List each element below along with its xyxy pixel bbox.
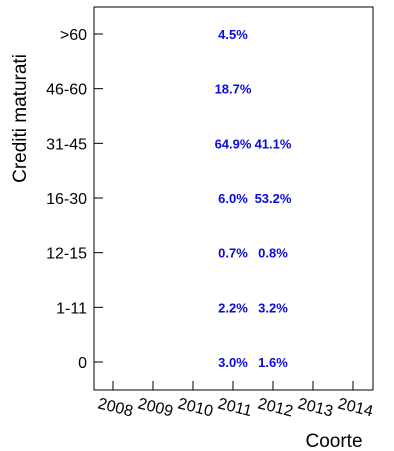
- data-labels: 4.5% 18.7% 64.9% 41.1% 6.0% 53.2% 0.7% 0.8% 2.2%…: [215, 27, 292, 370]
- x-tick-label: 2012: [256, 395, 295, 420]
- data-label: 41.1%: [255, 136, 292, 151]
- y-tick-label: 16-30: [46, 191, 87, 208]
- data-label: 1.6%: [258, 355, 288, 370]
- x-tick-label: 2011: [216, 395, 254, 420]
- data-label: 64.9%: [215, 136, 252, 151]
- data-label: 6.0%: [218, 191, 248, 206]
- y-axis-title: Crediti maturati: [10, 54, 31, 183]
- x-tick-label: 2010: [176, 395, 215, 420]
- x-tick-label: 2014: [336, 395, 375, 420]
- y-tick-label: 46-60: [46, 82, 87, 99]
- y-tick-label: 0: [78, 355, 87, 372]
- data-label: 18.7%: [215, 82, 252, 97]
- y-tick-label: 1-11: [56, 300, 87, 317]
- data-label: 4.5%: [218, 27, 248, 42]
- data-label: 53.2%: [255, 191, 292, 206]
- data-label: 0.7%: [218, 246, 248, 261]
- x-tick-label: 2013: [296, 395, 335, 420]
- data-label: 3.2%: [258, 300, 288, 315]
- x-axis-title: Coorte: [305, 431, 362, 451]
- x-tick-label: 2009: [136, 395, 175, 420]
- y-tick-label: 31-45: [46, 136, 87, 153]
- y-axis: 0 1-11 12-15 16-30 31-45 46-60 >60: [46, 27, 103, 372]
- data-label: 0.8%: [258, 246, 288, 261]
- data-label: 3.0%: [218, 355, 248, 370]
- x-axis: 2008 2009 2010 2011 2012 2013 2014: [96, 381, 375, 421]
- data-label: 2.2%: [218, 300, 248, 315]
- y-tick-label: 12-15: [46, 246, 87, 263]
- y-tick-label: >60: [60, 27, 87, 44]
- x-tick-label: 2008: [96, 395, 135, 420]
